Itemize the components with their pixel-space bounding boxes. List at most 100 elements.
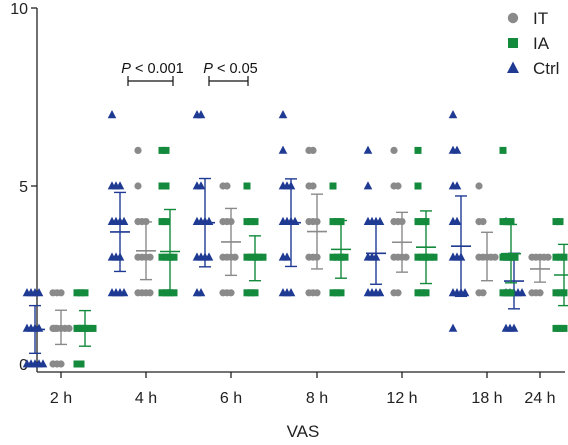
it-point bbox=[313, 289, 321, 297]
ctrl-point bbox=[196, 110, 206, 119]
legend-item-ia: IA bbox=[508, 34, 550, 53]
ctrl-point bbox=[282, 252, 292, 261]
ia-point bbox=[243, 289, 251, 297]
ia-point bbox=[329, 218, 337, 226]
ctrl-point bbox=[452, 145, 462, 154]
it-point bbox=[309, 182, 317, 190]
ctrl-point bbox=[119, 216, 129, 225]
ia-point bbox=[77, 289, 85, 297]
ia-point bbox=[162, 253, 170, 261]
it-point bbox=[51, 324, 59, 332]
ia-point bbox=[162, 289, 170, 297]
it-point bbox=[402, 253, 410, 261]
ia-point bbox=[499, 218, 507, 226]
ctrl-point bbox=[448, 323, 458, 332]
ia-point bbox=[243, 182, 251, 190]
chart-marks bbox=[22, 110, 568, 368]
it-point bbox=[475, 182, 483, 190]
it-point bbox=[390, 146, 398, 154]
ia-point bbox=[507, 289, 515, 297]
y-tick-label: 5 bbox=[19, 179, 28, 196]
ctrl-point bbox=[278, 110, 288, 119]
ia-point bbox=[73, 360, 81, 368]
significance-bracket: P < 0.05 bbox=[203, 61, 258, 86]
ia-point bbox=[162, 182, 170, 190]
it-point bbox=[309, 146, 317, 154]
ia-point bbox=[247, 218, 255, 226]
ia-point bbox=[329, 289, 337, 297]
axes: 0 5 10 2 h 4 h 6 h 8 h 12 h 18 h 24 h bbox=[10, 1, 565, 407]
y-tick-label: 10 bbox=[10, 1, 28, 18]
x-tick-label: 24 h bbox=[524, 390, 555, 407]
ctrl-point bbox=[452, 216, 462, 225]
ctrl-point bbox=[286, 288, 296, 297]
ia-point bbox=[556, 324, 564, 332]
it-point bbox=[57, 289, 65, 297]
ctrl-point bbox=[196, 181, 206, 190]
legend-marker-ctrl bbox=[507, 61, 519, 73]
ia-point bbox=[259, 253, 267, 261]
ia-point bbox=[499, 253, 507, 261]
ia-point bbox=[158, 253, 166, 261]
significance-bracket: P < 0.001 bbox=[121, 61, 184, 86]
ia-point bbox=[552, 324, 560, 332]
ia-point bbox=[333, 289, 341, 297]
it-point bbox=[536, 289, 544, 297]
ia-point bbox=[158, 182, 166, 190]
legend: IT IA Ctrl bbox=[507, 9, 559, 78]
ia-point bbox=[511, 253, 519, 261]
ia-point bbox=[556, 289, 564, 297]
it-point bbox=[223, 182, 231, 190]
it-point bbox=[479, 289, 487, 297]
it-point bbox=[231, 253, 239, 261]
ia-point bbox=[507, 218, 515, 226]
ia-point bbox=[499, 289, 507, 297]
ctrl-point bbox=[375, 288, 385, 297]
ctrl-point bbox=[460, 288, 470, 297]
p-symbol: P bbox=[121, 61, 131, 77]
ia-point bbox=[158, 289, 166, 297]
x-tick-label: 4 h bbox=[135, 390, 157, 407]
p-value-label: P < 0.05 bbox=[203, 61, 257, 77]
series-ia bbox=[73, 146, 568, 368]
ia-point bbox=[503, 218, 511, 226]
ia-point bbox=[418, 253, 426, 261]
ia-point bbox=[418, 218, 426, 226]
it-point bbox=[134, 146, 142, 154]
legend-marker-ia bbox=[508, 38, 518, 48]
ia-point bbox=[422, 289, 430, 297]
ia-point bbox=[503, 253, 511, 261]
ia-point bbox=[170, 253, 178, 261]
ia-point bbox=[73, 289, 81, 297]
legend-label-ia: IA bbox=[533, 34, 550, 53]
it-point bbox=[394, 182, 402, 190]
ia-point bbox=[560, 324, 568, 332]
ctrl-point bbox=[34, 288, 44, 297]
p-threshold: < 0.05 bbox=[213, 61, 258, 77]
ia-point bbox=[430, 253, 438, 261]
legend-marker-it bbox=[507, 12, 519, 24]
ia-point bbox=[418, 289, 426, 297]
x-tick-label: 2 h bbox=[50, 390, 72, 407]
x-tick-label: 8 h bbox=[306, 390, 328, 407]
it-point bbox=[57, 360, 65, 368]
it-point bbox=[544, 253, 552, 261]
ia-point bbox=[162, 218, 170, 226]
ia-point bbox=[414, 146, 422, 154]
p-symbol: P bbox=[203, 61, 213, 77]
ia-point bbox=[243, 253, 251, 261]
legend-item-ctrl: Ctrl bbox=[507, 59, 559, 78]
ia-point bbox=[414, 218, 422, 226]
ctrl-point bbox=[517, 288, 527, 297]
ia-point bbox=[556, 253, 564, 261]
ctrl-point bbox=[204, 252, 214, 261]
ctrl-point bbox=[448, 110, 458, 119]
ia-point bbox=[329, 182, 337, 190]
ia-point bbox=[552, 289, 560, 297]
ia-point bbox=[503, 289, 511, 297]
ia-point bbox=[341, 253, 349, 261]
significance-annotations: P < 0.001 P < 0.05 bbox=[121, 61, 258, 86]
ia-point bbox=[329, 253, 337, 261]
legend-item-it: IT bbox=[507, 9, 548, 28]
